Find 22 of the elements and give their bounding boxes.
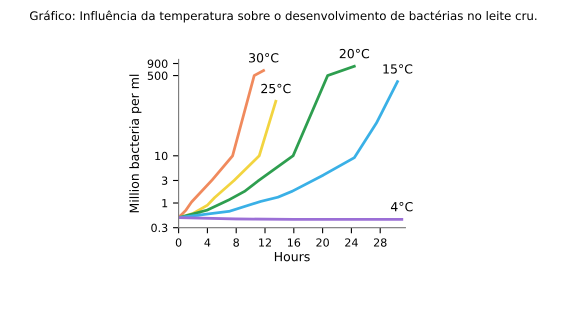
x-tick-label: 4 [204,238,210,247]
series-label: 15°C [383,64,412,74]
y-tick-label: 1 [162,199,168,208]
y-tick-label: 3 [162,176,168,185]
y-tick-label: 900 [148,59,168,68]
y-axis-title: Million bacteria per ml [129,74,142,212]
series-label: 25°C [261,84,291,94]
chart-title: Gráfico: Influência da temperatura sobre o desenvolvimento de bactérias no leite cru. [30,10,536,22]
x-tick-label: 0 [176,238,182,247]
x-tick-label: 24 [345,238,358,247]
series-label: 20°C [340,48,370,58]
y-tick-label: 500 [148,72,168,80]
x-axis-title: Hours [274,252,310,262]
y-tick-label: 0.3 [151,224,168,232]
series-label: 30°C [249,53,278,63]
x-tick-label: 16 [288,238,300,247]
x-tick-label: 28 [374,238,387,247]
x-tick-label: 20 [316,238,329,247]
x-tick-label: 12 [259,238,271,247]
series-label: 4°C [390,202,413,212]
x-tick-label: 8 [233,238,239,247]
y-tick-label: 10 [155,152,168,160]
